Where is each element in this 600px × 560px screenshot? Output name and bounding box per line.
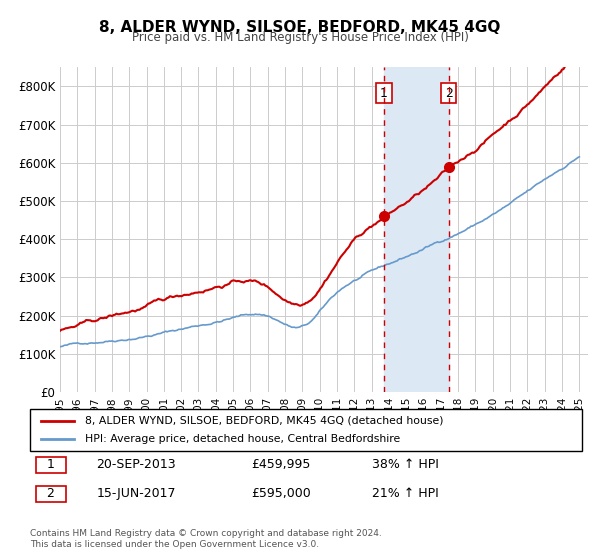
Text: 2: 2 — [445, 87, 452, 100]
Text: £459,995: £459,995 — [251, 458, 310, 472]
Text: 38% ↑ HPI: 38% ↑ HPI — [372, 458, 439, 472]
Text: 15-JUN-2017: 15-JUN-2017 — [96, 487, 176, 501]
Text: 1: 1 — [380, 87, 388, 100]
FancyBboxPatch shape — [30, 409, 582, 451]
Text: Price paid vs. HM Land Registry's House Price Index (HPI): Price paid vs. HM Land Registry's House … — [131, 31, 469, 44]
Text: 1: 1 — [46, 458, 55, 472]
Text: 21% ↑ HPI: 21% ↑ HPI — [372, 487, 439, 501]
Text: 8, ALDER WYND, SILSOE, BEDFORD, MK45 4GQ: 8, ALDER WYND, SILSOE, BEDFORD, MK45 4GQ — [100, 20, 500, 35]
Text: 2: 2 — [46, 487, 55, 501]
Text: 8, ALDER WYND, SILSOE, BEDFORD, MK45 4GQ (detached house): 8, ALDER WYND, SILSOE, BEDFORD, MK45 4GQ… — [85, 416, 444, 426]
FancyBboxPatch shape — [35, 457, 66, 473]
Text: HPI: Average price, detached house, Central Bedfordshire: HPI: Average price, detached house, Cent… — [85, 434, 400, 444]
Text: £595,000: £595,000 — [251, 487, 311, 501]
Text: 20-SEP-2013: 20-SEP-2013 — [96, 458, 176, 472]
FancyBboxPatch shape — [35, 486, 66, 502]
Bar — [384, 67, 449, 392]
Text: Contains HM Land Registry data © Crown copyright and database right 2024.
This d: Contains HM Land Registry data © Crown c… — [30, 529, 382, 549]
